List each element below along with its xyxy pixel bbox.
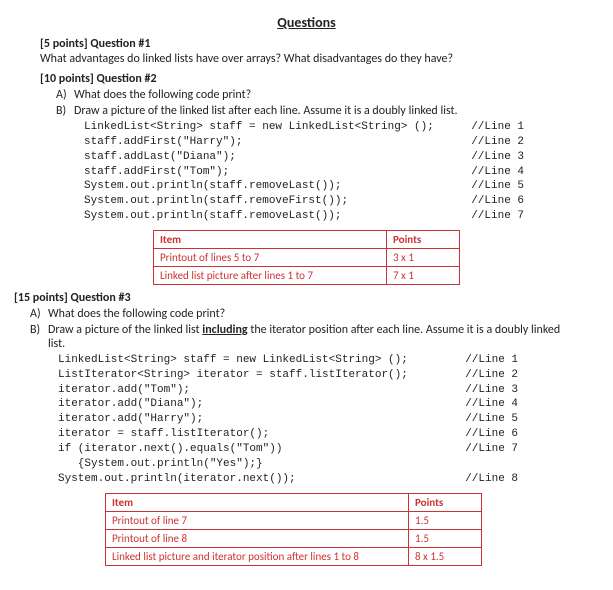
q2-rubric-table: ItemPoints Printout of lines 5 to 73 x 1…	[153, 230, 460, 285]
code-line: staff.addFirst("Harry");//Line 2	[84, 135, 524, 150]
q2-part-b: B)Draw a picture of the linked list afte…	[56, 104, 573, 118]
table-header: Item	[106, 493, 409, 511]
q3-code-block: LinkedList<String> staff = new LinkedLis…	[58, 353, 518, 487]
q2-part-a: A)What does the following code print?	[56, 88, 573, 102]
table-row: Linked list picture and iterator positio…	[106, 547, 482, 565]
q3-part-b-text: Draw a picture of the linked list includ…	[48, 323, 573, 351]
table-row: Linked list picture after lines 1 to 77 …	[154, 266, 460, 284]
code-line: ListIterator<String> iterator = staff.li…	[58, 368, 518, 383]
q1-text: What advantages do linked lists have ove…	[40, 52, 573, 66]
q2-code-block: LinkedList<String> staff = new LinkedLis…	[84, 120, 524, 224]
page-title: Questions	[40, 14, 573, 31]
q2-part-b-text: Draw a picture of the linked list after …	[74, 104, 573, 118]
code-line: LinkedList<String> staff = new LinkedLis…	[84, 120, 524, 135]
q2-part-a-text: What does the following code print?	[74, 88, 573, 102]
table-row: Printout of line 81.5	[106, 529, 482, 547]
table-header: Points	[409, 493, 482, 511]
q2-header: [10 points] Question #2	[40, 72, 573, 86]
code-line: System.out.println(staff.removeFirst());…	[84, 194, 524, 209]
code-line: System.out.println(staff.removeLast());/…	[84, 209, 524, 224]
code-line: LinkedList<String> staff = new LinkedLis…	[58, 353, 518, 368]
table-row: Printout of lines 5 to 73 x 1	[154, 248, 460, 266]
code-line: staff.addFirst("Tom");//Line 4	[84, 165, 524, 180]
q3-header: [15 points] Question #3	[14, 291, 573, 305]
table-header: Item	[154, 230, 387, 248]
table-header: Points	[387, 230, 460, 248]
code-line: iterator.add("Diana");//Line 4	[58, 397, 518, 412]
code-line: if (iterator.next().equals("Tom"))//Line…	[58, 442, 518, 457]
code-line: System.out.println(staff.removeLast());/…	[84, 179, 524, 194]
code-line: {System.out.println("Yes");}	[58, 457, 518, 472]
q3-part-a-text: What does the following code print?	[48, 307, 573, 321]
q3-part-a: A)What does the following code print?	[30, 307, 573, 321]
q3-part-b: B)Draw a picture of the linked list incl…	[30, 323, 573, 351]
q3-rubric-table: ItemPoints Printout of line 71.5 Printou…	[105, 493, 482, 566]
table-row: Printout of line 71.5	[106, 511, 482, 529]
code-line: iterator.add("Harry");//Line 5	[58, 412, 518, 427]
code-line: iterator = staff.listIterator();//Line 6	[58, 427, 518, 442]
code-line: System.out.println(iterator.next());//Li…	[58, 472, 518, 487]
code-line: staff.addLast("Diana");//Line 3	[84, 150, 524, 165]
code-line: iterator.add("Tom");//Line 3	[58, 383, 518, 398]
q1-header: [5 points] Question #1	[40, 37, 573, 51]
